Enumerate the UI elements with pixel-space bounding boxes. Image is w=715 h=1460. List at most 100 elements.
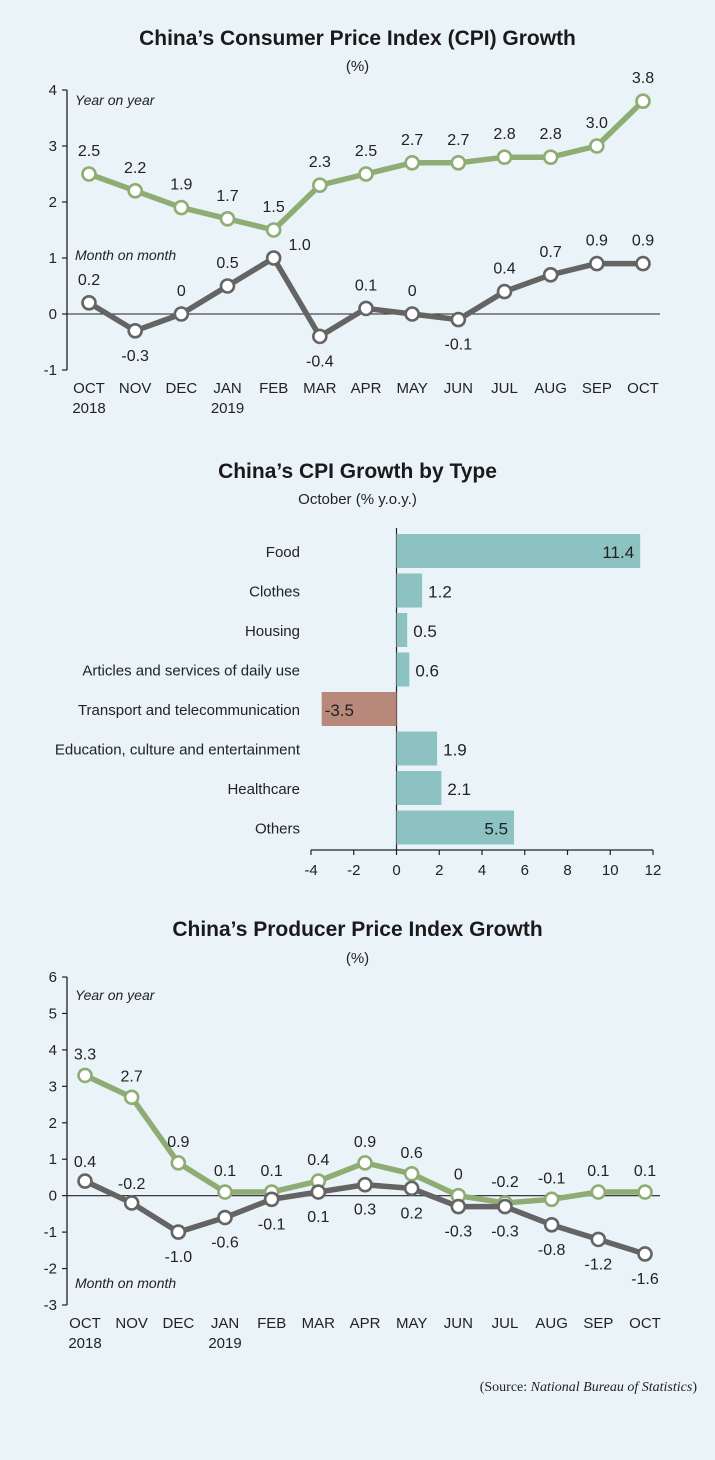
type-category-label: Housing xyxy=(245,623,300,640)
ppi-y-tick-label: -3 xyxy=(44,1297,57,1314)
ppi-x-tick-label: FEB xyxy=(257,1315,286,1332)
cpi-mom-point xyxy=(312,328,328,345)
ppi-x-tick-label: SEP xyxy=(583,1315,613,1332)
cpi-x-year-label: 2018 xyxy=(72,400,105,417)
cpi-mom-point xyxy=(173,306,190,322)
cpi-y-tick-label: 2 xyxy=(49,194,57,211)
ppi-line-chart: -3 -2 -1 0 1 2 3 4 5 6 OCT 2018 NOV DEC JAN 2019 FEB MAR A… xyxy=(44,969,661,1352)
ppi-y-tick-label: 4 xyxy=(49,1042,57,1059)
ppi-yoy-point xyxy=(170,1155,187,1171)
cpi-yoy-point xyxy=(404,155,420,171)
cpi-mom-point xyxy=(265,250,282,266)
type-x-tick-label: 6 xyxy=(521,862,529,879)
cpi-x-tick-label: SEP xyxy=(582,380,612,397)
cpi-yoy-data-label: 3.8 xyxy=(632,70,654,87)
cpi-mom-series-name: Month on month xyxy=(75,247,176,263)
cpi-mom-point xyxy=(404,306,420,322)
ppi-yoy-point xyxy=(217,1184,233,1200)
cpi-mom-data-label: 0.5 xyxy=(216,255,238,272)
cpi-mom-data-label: 0 xyxy=(408,283,417,300)
ppi-yoy-data-label: 3.3 xyxy=(74,1046,96,1063)
type-bar xyxy=(396,652,410,687)
cpi-yoy-data-label: 2.7 xyxy=(401,132,423,149)
type-category-label: Transport and telecommunication xyxy=(78,702,300,719)
ppi-x-tick-label: MAR xyxy=(302,1315,336,1332)
ppi-y-tick-label: -1 xyxy=(44,1224,57,1241)
cpi-mom-data-label: 0.9 xyxy=(586,233,608,250)
cpi-yoy-point xyxy=(173,199,190,216)
ppi-mom-data-label: -0.1 xyxy=(258,1216,286,1233)
type-bar xyxy=(396,731,438,766)
type-x-tick-label: 10 xyxy=(602,862,619,879)
cpi-yoy-point xyxy=(312,177,328,193)
type-data-label: 11.4 xyxy=(602,543,634,562)
cpi-x-tick-label: JUL xyxy=(491,380,518,397)
cpi-y-tick-label: 1 xyxy=(49,250,57,267)
type-x-tick-label: 0 xyxy=(392,862,400,879)
cpi-mom-point xyxy=(81,295,97,311)
cpi-yoy-point xyxy=(496,149,513,165)
ppi-x-tick-label: JUL xyxy=(492,1315,519,1332)
ppi-mom-data-label: -0.3 xyxy=(445,1224,473,1241)
type-category-label: Others xyxy=(255,821,300,838)
cpi-type-chart-title: China’s CPI Growth by Type xyxy=(218,460,497,483)
cpi-chart-subtitle: (%) xyxy=(345,58,370,75)
ppi-yoy-point xyxy=(77,1067,93,1084)
cpi-x-tick-label: DEC xyxy=(165,380,197,397)
cpi-mom-point xyxy=(358,300,374,317)
ppi-x-tick-label: MAY xyxy=(396,1315,427,1332)
ppi-x-tick-label: NOV xyxy=(115,1315,148,1332)
cpi-x-tick-label: FEB xyxy=(259,380,288,397)
type-x-tick-label: 4 xyxy=(478,862,486,879)
ppi-x-year-label: 2018 xyxy=(68,1335,101,1352)
ppi-y-tick-label: 2 xyxy=(49,1115,57,1132)
type-bar xyxy=(396,534,641,568)
ppi-mom-data-label: -0.2 xyxy=(118,1176,146,1193)
cpi-yoy-data-label: 2.3 xyxy=(309,154,331,171)
ppi-mom-data-label: 0.1 xyxy=(307,1209,329,1226)
cpi-yoy-point xyxy=(81,166,97,182)
ppi-yoy-point xyxy=(357,1155,373,1171)
cpi-mom-data-label: 0.7 xyxy=(540,244,562,261)
cpi-y-tick-label: 0 xyxy=(49,306,57,323)
ppi-mom-data-label: -0.6 xyxy=(211,1235,239,1252)
ppi-mom-point xyxy=(310,1184,327,1200)
type-bar xyxy=(396,613,408,647)
type-category-label: Clothes xyxy=(249,584,300,601)
cpi-mom-point xyxy=(219,278,236,294)
type-bar xyxy=(321,692,397,726)
type-bar xyxy=(396,810,515,845)
type-x-tick-label: 12 xyxy=(645,862,662,879)
ppi-x-tick-label: AUG xyxy=(535,1315,568,1332)
source-name: National Bureau of Statistics xyxy=(530,1380,693,1395)
cpi-line-chart: -1 0 1 2 3 4 OCT 2018 NOV DEC JAN 2019 FEB MAR APR MAY J… xyxy=(44,70,660,417)
cpi-yoy-data-label: 2.5 xyxy=(78,143,100,160)
ppi-yoy-point xyxy=(543,1191,560,1208)
cpi-mom-data-label: -0.4 xyxy=(306,353,334,370)
cpi-y-tick-label: 3 xyxy=(49,138,57,155)
cpi-x-tick-label: AUG xyxy=(534,380,567,397)
type-x-tick-label: -2 xyxy=(347,862,360,879)
cpi-yoy-point xyxy=(265,222,282,238)
cpi-mom-point xyxy=(542,267,559,283)
cpi-yoy-point xyxy=(542,149,559,165)
cpi-x-tick-label: APR xyxy=(351,380,382,397)
ppi-chart-subtitle: (%) xyxy=(345,950,370,967)
cpi-x-tick-label: NOV xyxy=(119,380,152,397)
type-bar xyxy=(396,771,442,805)
ppi-y-tick-label: -2 xyxy=(44,1261,57,1278)
ppi-y-tick-label: 5 xyxy=(49,1005,57,1022)
ppi-mom-data-label: -1.6 xyxy=(631,1271,659,1288)
ppi-mom-data-label: 0.3 xyxy=(354,1202,376,1219)
cpi-x-tick-label: MAY xyxy=(396,380,427,397)
cpi-yoy-data-label: 2.5 xyxy=(355,143,377,160)
ppi-mom-point xyxy=(263,1191,280,1208)
cpi-yoy-point xyxy=(219,211,236,227)
cpi-yoy-data-label: 3.0 xyxy=(586,115,608,132)
ppi-yoy-data-label: 0.1 xyxy=(634,1163,656,1180)
cpi-mom-point xyxy=(635,255,651,272)
type-x-tick-label: 2 xyxy=(435,862,443,879)
cpi-mom-data-label: 0.2 xyxy=(78,272,100,289)
cpi-yoy-data-label: 2.8 xyxy=(540,126,562,143)
ppi-yoy-data-label: 0.1 xyxy=(587,1163,609,1180)
